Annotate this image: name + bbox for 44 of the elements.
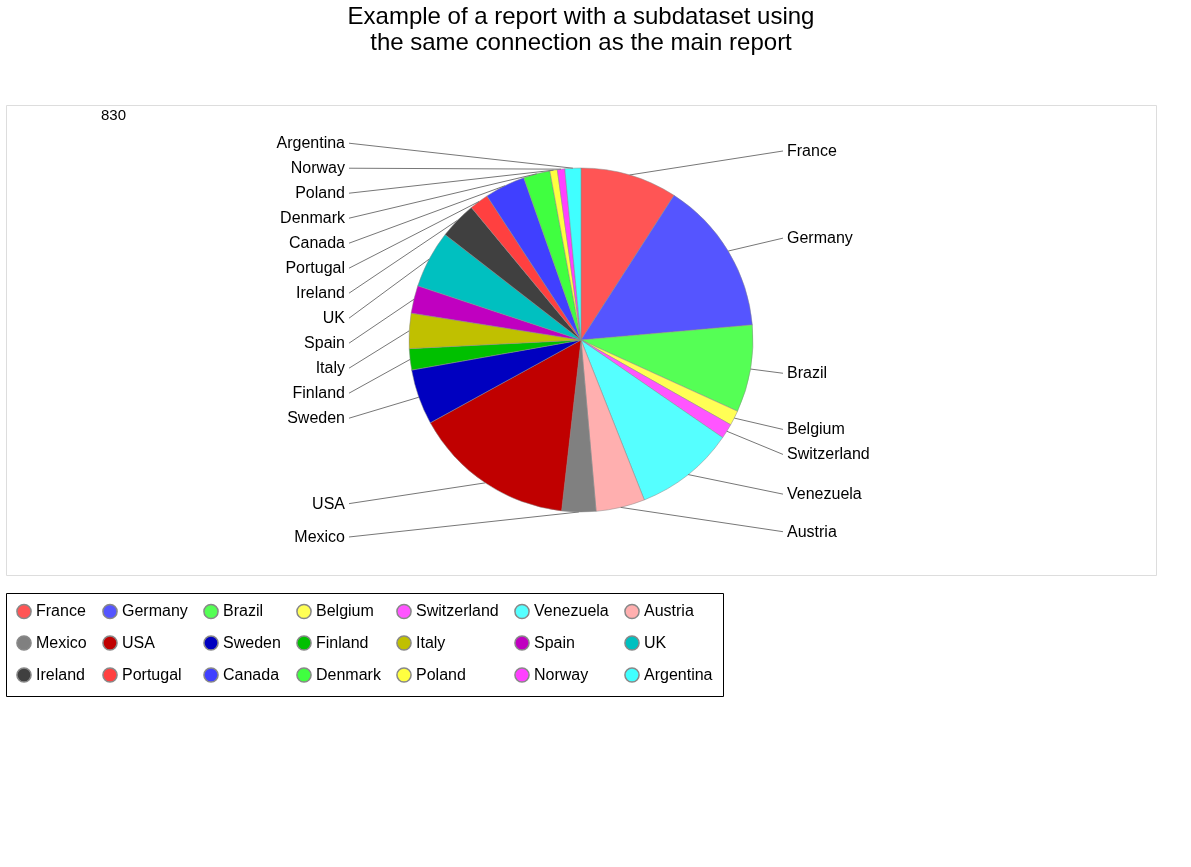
legend-label: Argentina (644, 666, 713, 683)
slice-label: Venezuela (787, 485, 862, 503)
slice-label: Switzerland (787, 445, 870, 463)
legend-label: Denmark (316, 666, 382, 683)
slice-label: Finland (292, 384, 345, 402)
slice-label: Canada (288, 234, 346, 252)
legend-label: Canada (223, 666, 280, 683)
legend-label: Belgium (316, 602, 374, 620)
slice-label: Spain (304, 334, 345, 352)
legend-label: France (36, 602, 86, 620)
slice-label: USA (312, 494, 346, 512)
legend-label: Sweden (223, 634, 281, 651)
slice-label: Norway (290, 159, 345, 177)
legend-label: Norway (534, 666, 589, 683)
slice-label: Italy (315, 359, 345, 377)
legend-label: Mexico (36, 634, 87, 651)
legend-label: Switzerland (416, 602, 499, 620)
slice-label: Sweden (287, 409, 345, 427)
legend-label: Finland (316, 634, 369, 651)
slice-label: Portugal (285, 259, 345, 277)
legend-label: USA (122, 634, 156, 651)
legend-label: Spain (534, 634, 575, 651)
legend-label: Ireland (36, 666, 85, 683)
slice-label: Denmark (280, 209, 346, 227)
legend-label: Austria (644, 602, 694, 620)
legend-label: Germany (122, 602, 188, 620)
slice-label: Poland (295, 184, 345, 202)
chart-title: Example of a report with a subdataset using the same connection as the main report (347, 2, 815, 55)
slice-label: Argentina (276, 134, 346, 152)
slice-label: Ireland (296, 284, 345, 302)
slice-label: Brazil (787, 364, 828, 382)
slice-label: UK (322, 309, 346, 327)
legend-label: Portugal (122, 666, 182, 683)
legend-label: Brazil (223, 602, 264, 620)
slice-label: Germany (787, 229, 853, 247)
slice-label: France (787, 142, 837, 159)
legend-label: Venezuela (534, 602, 609, 620)
slice-label: Belgium (787, 420, 845, 438)
legend-label: UK (644, 634, 667, 651)
legend-label: Italy (416, 634, 446, 651)
legend-label: Poland (416, 666, 466, 683)
slice-label: Austria (787, 522, 837, 540)
slice-label: Mexico (294, 527, 346, 545)
text: 830 (101, 106, 127, 123)
